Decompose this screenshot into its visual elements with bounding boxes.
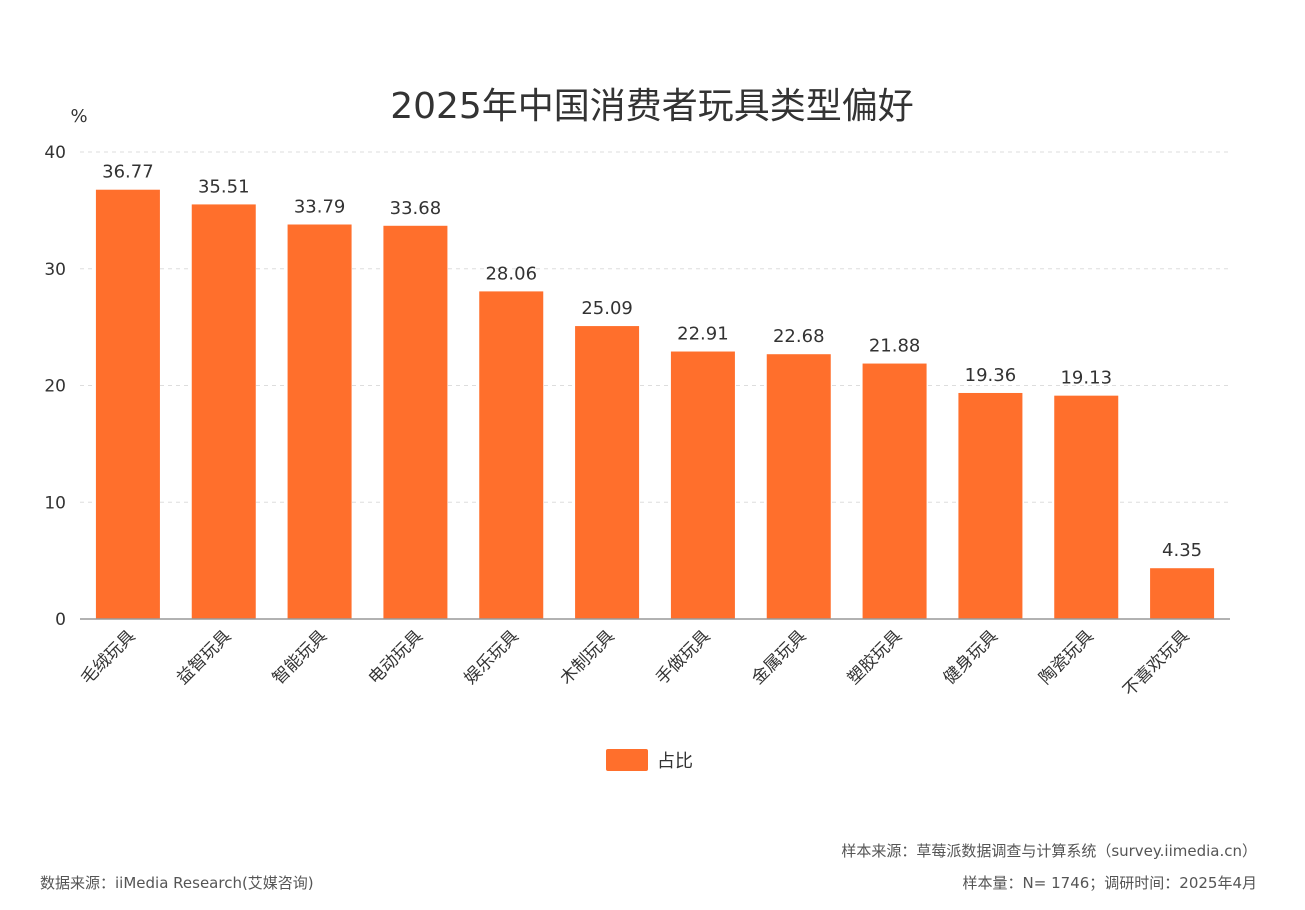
x-tick-label: 不喜欢玩具 <box>1119 626 1193 700</box>
y-tick-label: 0 <box>55 610 66 630</box>
bar <box>1150 568 1215 619</box>
data-label: 25.09 <box>581 298 633 319</box>
sample-size: 样本量：N= 1746；调研时间：2025年4月 <box>962 874 1257 892</box>
data-label: 36.77 <box>102 162 154 183</box>
bar <box>191 204 256 619</box>
data-label: 33.68 <box>390 198 442 219</box>
legend: 占比 <box>606 749 693 772</box>
x-tick-label: 陶瓷玩具 <box>1036 626 1098 688</box>
y-tick-label: 40 <box>44 143 66 163</box>
bar <box>575 326 640 619</box>
x-tick-label: 娱乐玩具 <box>461 626 523 688</box>
data-label: 4.35 <box>1162 540 1202 561</box>
x-tick-label: 塑胶玩具 <box>844 626 906 688</box>
data-source: 数据来源：iiMedia Research(艾媒咨询) <box>40 874 314 892</box>
bar <box>1054 395 1119 619</box>
chart-title: 2025年中国消费者玩具类型偏好 <box>390 86 914 127</box>
x-tick-label: 金属玩具 <box>748 626 810 688</box>
data-label: 22.68 <box>773 326 825 347</box>
bar <box>479 291 544 619</box>
value-labels: 36.77 35.51 33.79 33.68 28.06 25.09 22.91 22.68… <box>102 162 1202 562</box>
bar <box>95 189 160 619</box>
legend-swatch <box>606 749 648 771</box>
y-tick-label: 30 <box>44 260 66 280</box>
bar <box>287 224 352 619</box>
y-axis-ticks: 0 10 20 30 40 <box>44 143 66 630</box>
x-tick-label: 木制玩具 <box>556 626 618 688</box>
x-tick-label: 智能玩具 <box>269 626 331 688</box>
data-label: 19.13 <box>1060 368 1112 389</box>
data-label: 22.91 <box>677 324 729 345</box>
x-tick-label: 电动玩具 <box>365 626 427 688</box>
bar <box>958 392 1023 619</box>
bar <box>670 351 735 619</box>
y-axis-unit: % <box>70 106 87 127</box>
y-tick-label: 10 <box>44 493 66 513</box>
data-label: 21.88 <box>869 336 921 357</box>
x-tick-label: 手做玩具 <box>652 626 714 688</box>
x-axis-ticks: 毛绒玩具 益智玩具 智能玩具 电动玩具 娱乐玩具 木制玩具 手做玩具 金属玩具 塑胶玩具 健身玩具… <box>77 626 1193 700</box>
x-tick-label: 健身玩具 <box>940 626 1002 688</box>
y-tick-label: 20 <box>44 377 66 397</box>
data-label: 35.51 <box>198 176 250 197</box>
legend-label: 占比 <box>657 751 693 772</box>
x-tick-label: 毛绒玩具 <box>77 626 139 688</box>
data-label: 28.06 <box>485 263 537 284</box>
bars <box>95 189 1215 619</box>
bar <box>766 354 831 619</box>
bar <box>383 225 448 619</box>
sample-source: 样本来源：草莓派数据调查与计算系统（survey.iimedia.cn） <box>841 842 1257 860</box>
x-tick-label: 益智玩具 <box>173 626 235 688</box>
bar <box>862 363 927 619</box>
data-label: 33.79 <box>294 197 346 218</box>
data-label: 19.36 <box>965 365 1017 386</box>
